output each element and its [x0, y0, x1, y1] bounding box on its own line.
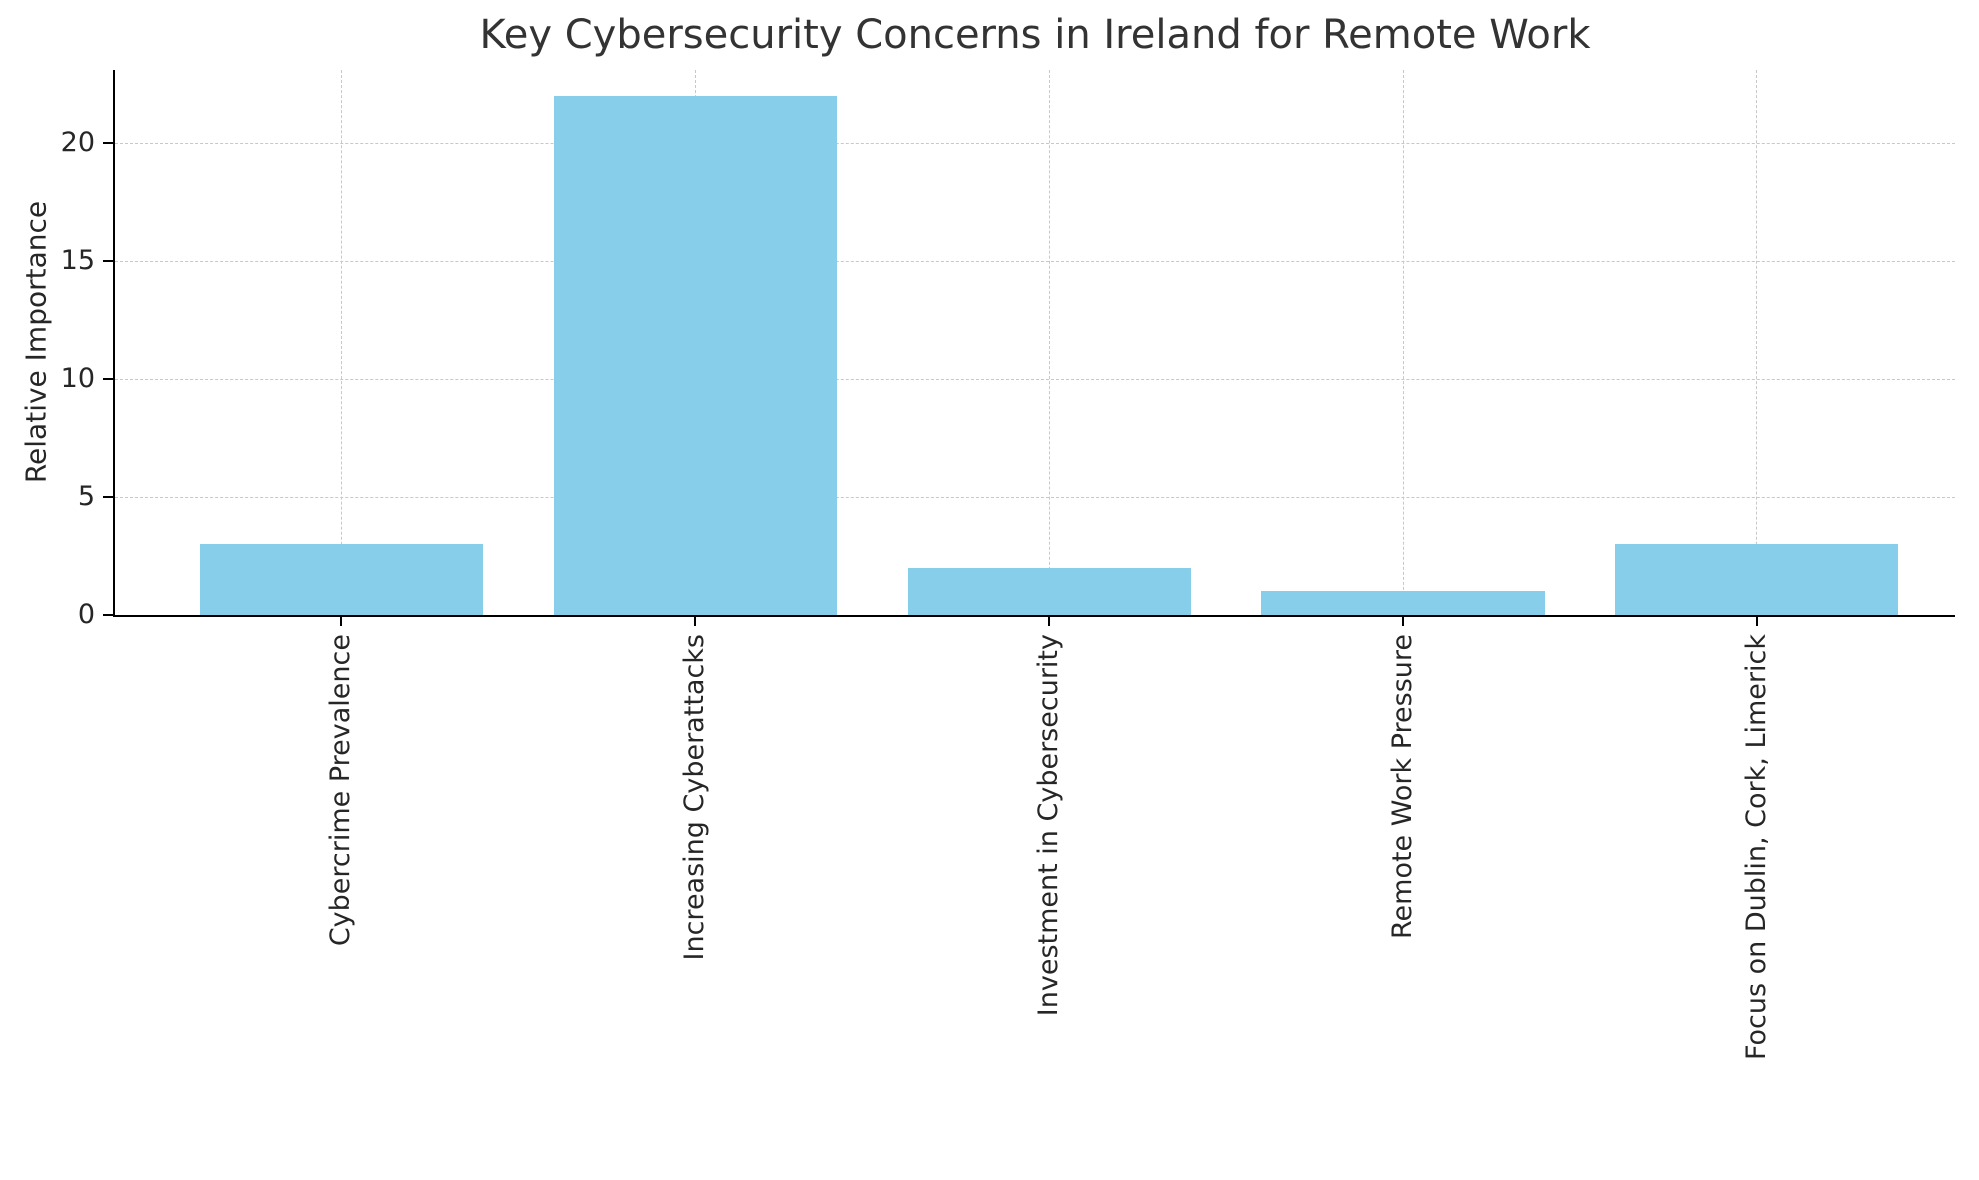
x-tick-mark: [1402, 617, 1404, 626]
bar: [1615, 544, 1899, 615]
h-gridline: [115, 142, 1955, 144]
x-tick-mark: [340, 617, 343, 626]
y-tick-label: 5: [77, 481, 95, 513]
x-tick-label: Focus on Dublin, Cork, Limerick: [1740, 634, 1772, 1061]
bar: [1261, 591, 1545, 615]
y-tick-mark: [103, 614, 113, 616]
y-tick-label: 0: [77, 599, 95, 630]
x-tick-label: Cybercrime Prevalence: [325, 634, 357, 947]
v-gridline: [1048, 70, 1050, 615]
bar: [199, 544, 483, 615]
y-tick-label: 20: [60, 127, 95, 159]
x-tick-mark: [1755, 617, 1758, 626]
plot-area: [113, 70, 1955, 617]
x-tick-label: Remote Work Pressure: [1387, 634, 1418, 940]
y-tick-mark: [103, 142, 113, 145]
x-tick-mark: [1048, 617, 1051, 626]
y-tick-mark: [103, 496, 113, 499]
h-gridline: [115, 260, 1955, 262]
y-axis-label: Relative Importance: [19, 200, 53, 484]
y-tick-mark: [103, 260, 113, 263]
bar: [553, 95, 837, 615]
y-tick-label: 10: [60, 363, 95, 395]
y-tick-label: 15: [60, 245, 95, 277]
bar: [907, 567, 1191, 615]
h-gridline: [115, 496, 1955, 498]
v-gridline: [1756, 70, 1758, 615]
chart-title: Key Cybersecurity Concerns in Ireland fo…: [479, 12, 1591, 58]
h-gridline: [115, 378, 1955, 380]
x-tick-label: Increasing Cyberattacks: [679, 634, 711, 961]
x-tick-mark: [694, 617, 697, 626]
x-tick-label: Investment in Cybersecurity: [1033, 634, 1065, 1017]
v-gridline: [340, 70, 342, 615]
y-tick-mark: [103, 378, 113, 381]
v-gridline: [1402, 70, 1404, 615]
